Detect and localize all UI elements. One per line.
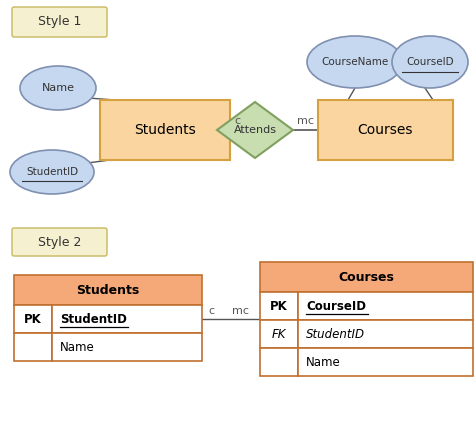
- Text: Students: Students: [134, 123, 196, 137]
- Text: Style 1: Style 1: [38, 16, 81, 28]
- Text: Courses: Courses: [358, 123, 413, 137]
- Text: Name: Name: [60, 341, 95, 353]
- FancyBboxPatch shape: [12, 7, 107, 37]
- Bar: [14, 275, 202, 305]
- Ellipse shape: [10, 150, 94, 194]
- Bar: [298, 292, 473, 320]
- Bar: [260, 292, 298, 320]
- Text: c: c: [234, 116, 240, 126]
- Ellipse shape: [392, 36, 468, 88]
- Text: Name: Name: [42, 83, 74, 93]
- FancyBboxPatch shape: [12, 228, 107, 256]
- Text: PK: PK: [24, 313, 42, 325]
- Polygon shape: [217, 102, 293, 158]
- Text: Style 2: Style 2: [38, 235, 81, 249]
- Text: CourseName: CourseName: [321, 57, 389, 67]
- Text: CourseID: CourseID: [406, 57, 454, 67]
- Bar: [298, 348, 473, 376]
- Text: c: c: [208, 306, 214, 316]
- Bar: [260, 262, 473, 292]
- Bar: [260, 348, 298, 376]
- Text: mc: mc: [232, 306, 249, 316]
- Text: FK: FK: [272, 328, 286, 341]
- Bar: [52, 333, 202, 361]
- Text: Name: Name: [306, 356, 341, 369]
- Text: PK: PK: [270, 300, 288, 313]
- Text: Students: Students: [76, 284, 140, 297]
- Bar: [318, 100, 453, 160]
- Text: mc: mc: [297, 116, 314, 126]
- Bar: [100, 100, 230, 160]
- Text: Attends: Attends: [234, 125, 276, 135]
- Bar: [260, 320, 298, 348]
- Text: CourseID: CourseID: [306, 300, 366, 313]
- Text: StudentID: StudentID: [306, 328, 365, 341]
- Bar: [14, 305, 52, 333]
- Bar: [14, 333, 52, 361]
- Text: Courses: Courses: [338, 270, 394, 284]
- Text: StudentID: StudentID: [26, 167, 78, 177]
- Bar: [52, 305, 202, 333]
- Bar: [298, 320, 473, 348]
- Text: StudentID: StudentID: [60, 313, 127, 325]
- Ellipse shape: [20, 66, 96, 110]
- Ellipse shape: [307, 36, 403, 88]
